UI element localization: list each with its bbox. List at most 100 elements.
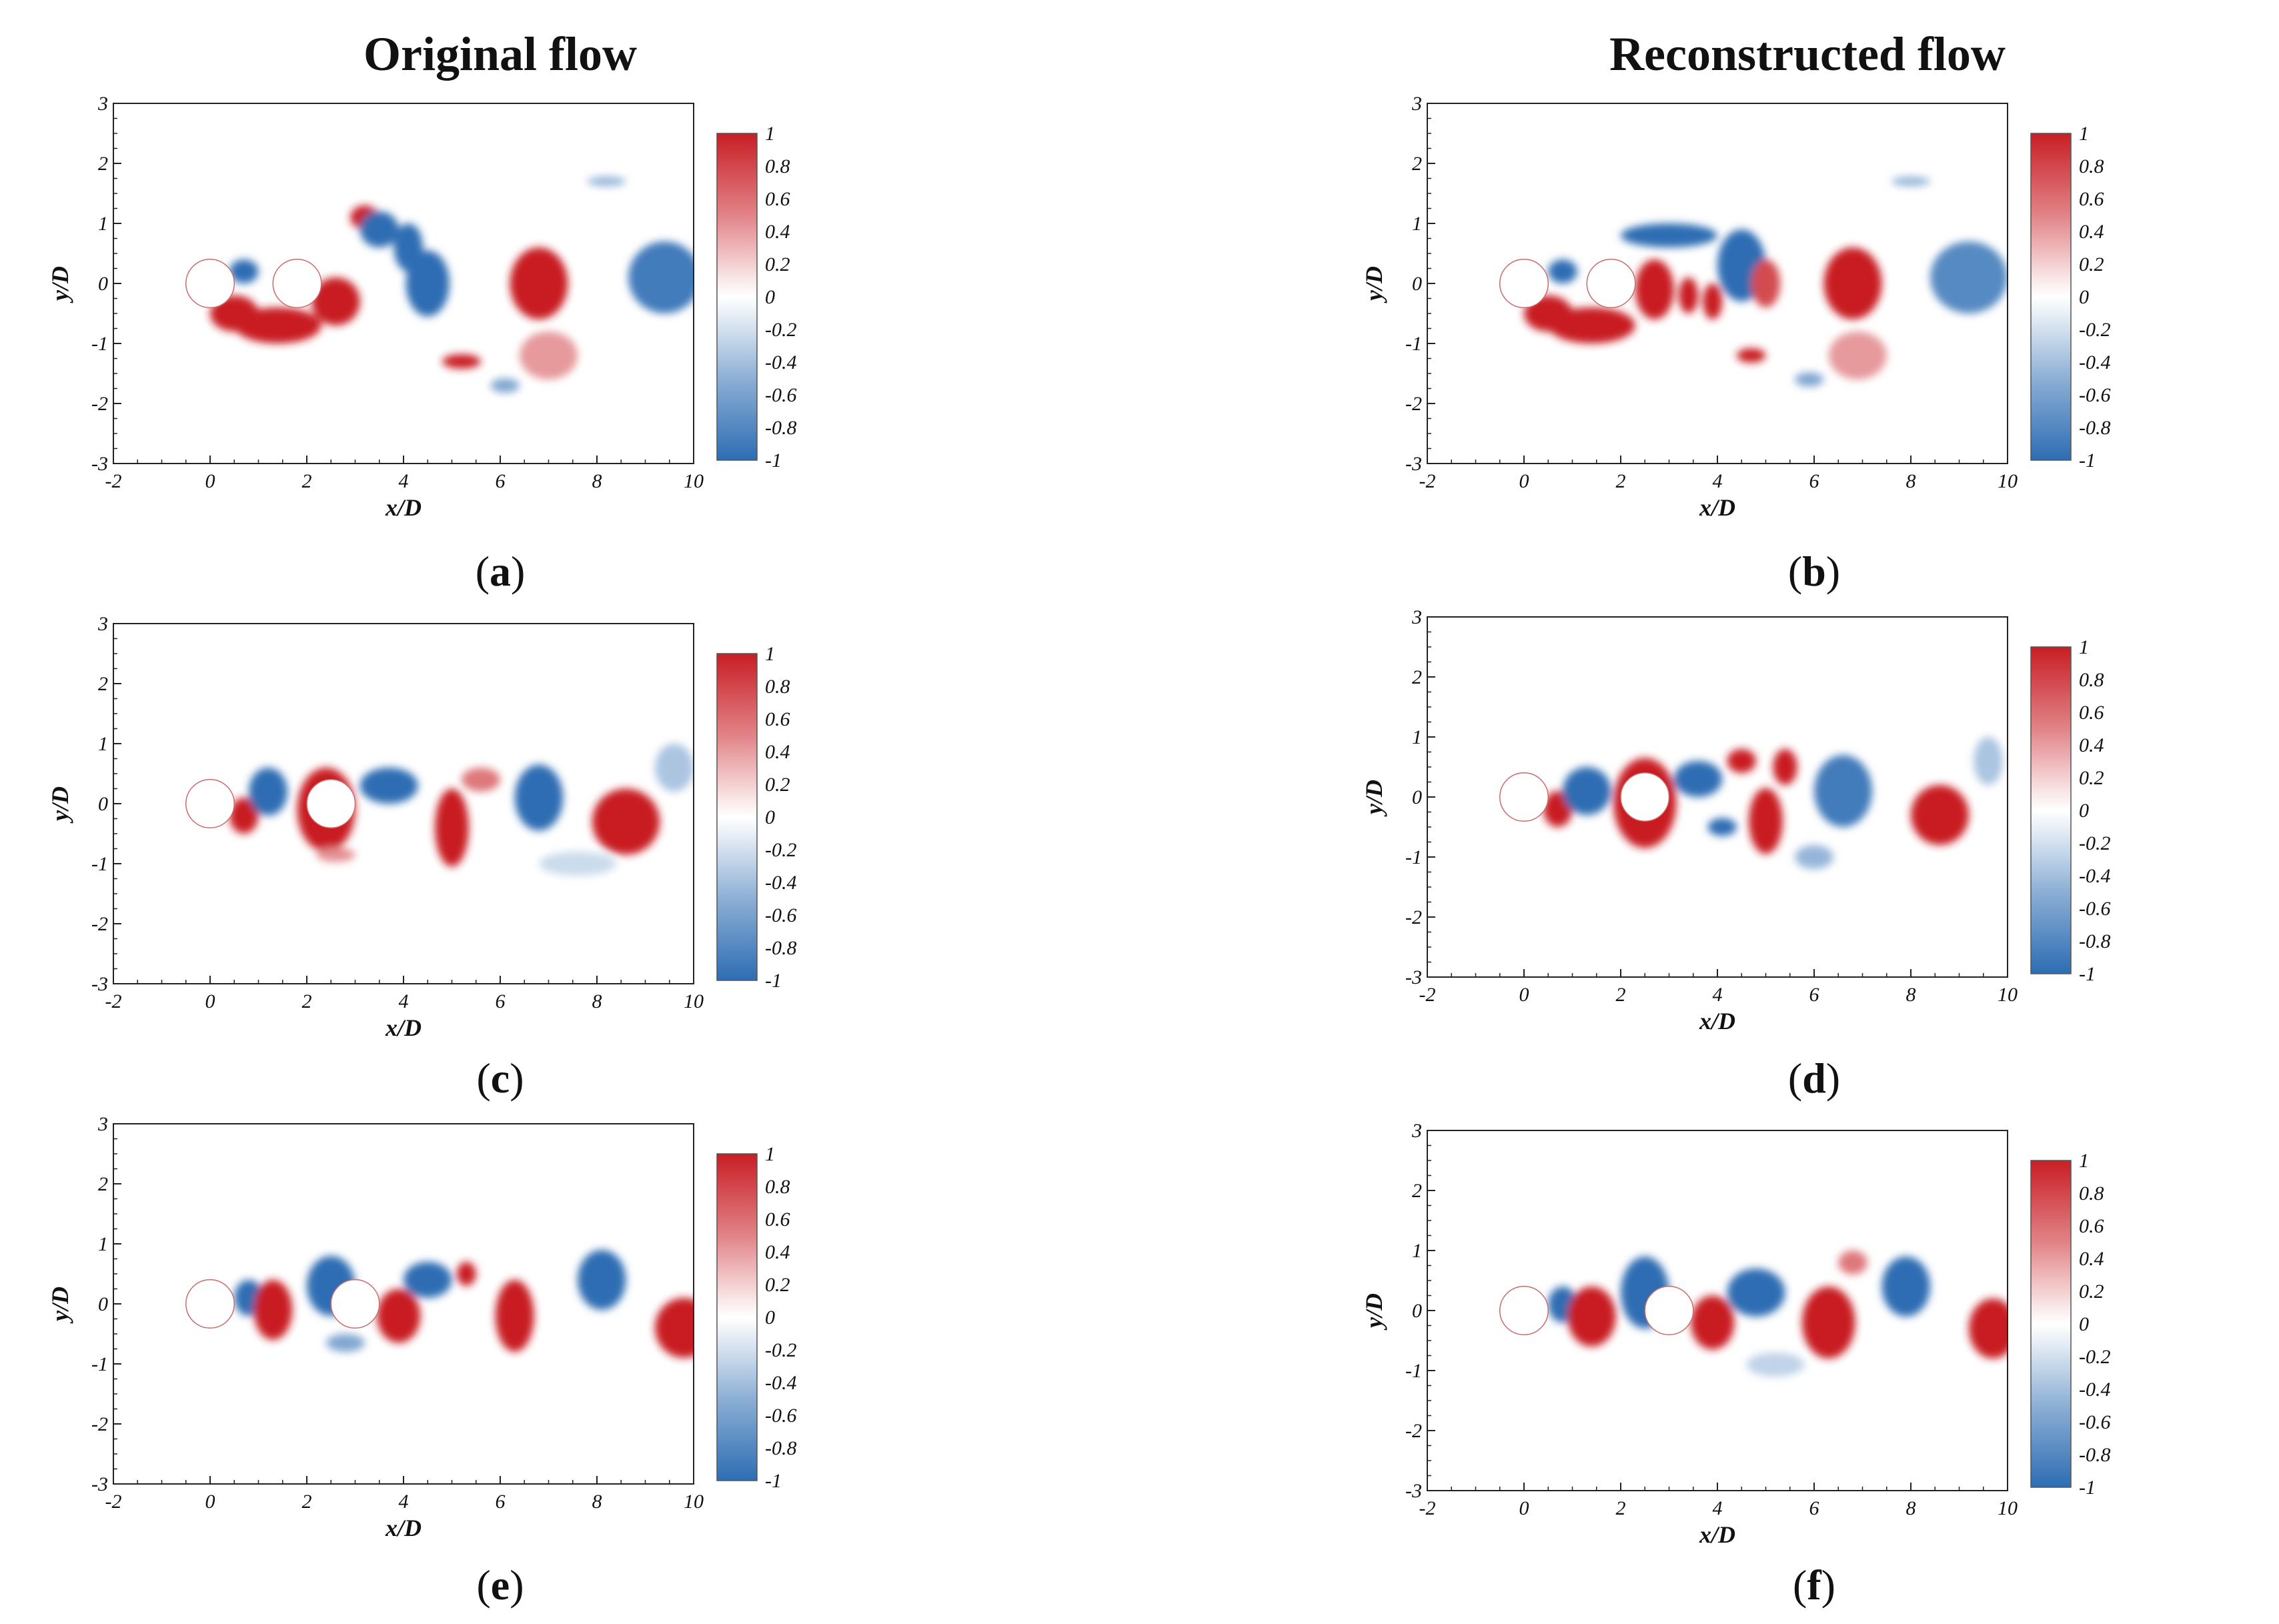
y-tick-label: 2 (1412, 153, 1422, 175)
x-tick-label: 4 (399, 990, 409, 1012)
colorbar-tick-label: -0.4 (2079, 351, 2111, 373)
vortex-negative (1881, 1257, 1930, 1317)
x-tick-label: 8 (1906, 470, 1916, 492)
caption-open: ( (475, 548, 490, 595)
colorbar-tick-label: -0.6 (765, 384, 797, 406)
panel-a: -2 0 2 4 6 8 10 -3 -2 -1 0 1 2 3 x/D y/D 1 0.8 0.6 0.4 0.2 0-… (40, 93, 907, 521)
y-tick-label: 0 (1412, 786, 1422, 808)
x-tick-label: 0 (1519, 984, 1529, 1006)
y-tick-label: 1 (1412, 213, 1422, 235)
vortex-positive (1749, 788, 1783, 854)
panel-caption-d: (d) (1747, 1054, 1881, 1103)
x-tick-label: 2 (1616, 984, 1626, 1006)
colorbar (716, 133, 758, 461)
y-tick-label: 3 (97, 1113, 108, 1135)
y-tick-label: -2 (91, 393, 108, 415)
colorbar-tick-label: 0.4 (765, 221, 790, 243)
colorbar-tick-label: 0.2 (765, 774, 790, 796)
vortex-negative (1814, 755, 1872, 827)
colorbar-tick-label: 0.8 (2079, 669, 2104, 691)
x-tick-label: 8 (1906, 1497, 1916, 1519)
x-tick-label: -2 (1419, 470, 1436, 492)
x-tick-label: 4 (1713, 984, 1723, 1006)
colorbar-tick-label: 0.6 (765, 188, 790, 210)
x-tick-label: 4 (1713, 470, 1723, 492)
vortex-negative (490, 378, 520, 393)
vortex-positive (1823, 247, 1882, 319)
y-tick-label: 2 (98, 153, 108, 175)
y-tick-label: 1 (1412, 1240, 1422, 1262)
colorbar-tick-label: 0.8 (2079, 155, 2104, 177)
caption-letter: e (490, 1561, 510, 1609)
x-tick-label: 8 (592, 1491, 602, 1513)
y-tick-label: 0 (98, 1293, 108, 1315)
colorbar-tick-label: 0.4 (2079, 221, 2104, 243)
caption-close: ) (1821, 1561, 1835, 1609)
colorbar-tick-label: -0.6 (2079, 1411, 2111, 1433)
cylinder (185, 259, 235, 308)
y-tick-label: 2 (1412, 1180, 1422, 1202)
x-axis-label: x/D (1699, 1008, 1735, 1034)
vortex-positive (1727, 749, 1756, 773)
x-tick-label: -2 (105, 1491, 122, 1513)
y-tick-label: 3 (1411, 93, 1422, 115)
x-tick-label: 0 (205, 470, 215, 492)
vortex-positive (1801, 1287, 1855, 1359)
flow-field-chart-f: -2 0 2 4 6 8 10-3-2-10123x/Dy/D10.80.60.40.20-… (1361, 1120, 2111, 1548)
x-tick-label: 10 (684, 470, 704, 492)
y-tick-label: 3 (1411, 1120, 1422, 1142)
x-tick-label: 6 (1809, 984, 1819, 1006)
x-tick-label: 2 (302, 990, 312, 1012)
x-tick-label: 8 (592, 990, 602, 1012)
colorbar-tick-label: -0.4 (765, 872, 797, 894)
colorbar-tick-label: -0.2 (2079, 832, 2111, 854)
panel-caption-e: (e) (434, 1561, 567, 1610)
y-axis-label: y/D (47, 1287, 73, 1324)
x-tick-label: 2 (1616, 470, 1626, 492)
colorbar-tick-label: 1 (765, 1143, 775, 1165)
vortex-negative (1727, 1269, 1785, 1317)
colorbar-tick-label: 0 (765, 286, 775, 308)
y-tick-label: 0 (98, 793, 108, 815)
panel-caption-a: (a) (434, 547, 567, 596)
vortex-positive (1751, 259, 1781, 307)
x-tick-label: 6 (496, 990, 506, 1012)
cylinder (1620, 772, 1670, 822)
vortex-negative (1930, 241, 2008, 313)
colorbar-tick-label: 1 (765, 643, 775, 665)
vortex-positive (520, 331, 578, 379)
caption-close: ) (510, 1561, 524, 1609)
colorbar-tick-label: 0.8 (765, 155, 790, 177)
y-tick-label: -1 (91, 853, 108, 875)
cylinder (272, 259, 322, 308)
colorbar-tick-label: -0.8 (2079, 1444, 2111, 1466)
panel-caption-c: (c) (434, 1054, 567, 1103)
colorbar-tick-label: -1 (765, 450, 782, 472)
x-axis-label: x/D (1699, 1521, 1735, 1548)
y-tick-label: -3 (1405, 1480, 1422, 1502)
vortex-positive (316, 847, 355, 862)
vorticity-field (1499, 1251, 2008, 1377)
y-tick-label: -2 (1405, 393, 1422, 415)
colorbar-tick-label: 0.4 (765, 1241, 790, 1263)
x-tick-label: 6 (496, 1491, 506, 1513)
cylinder (1586, 259, 1636, 308)
colorbar (2030, 1160, 2072, 1488)
vortex-positive (456, 1262, 476, 1286)
y-tick-label: 2 (1412, 666, 1422, 688)
y-tick-label: -2 (1405, 906, 1422, 928)
vortex-positive (1773, 749, 1797, 785)
vortex-negative (514, 764, 564, 831)
colorbar-tick-label: 1 (765, 123, 775, 145)
panel-e: -2 0 2 4 6 8 10 -3 -2 -1 0 1 2 3 x/D y/D 1 0.8 0.6 0.4 0.2 0-… (40, 1113, 907, 1541)
cylinder (330, 1279, 380, 1329)
cylinder (1644, 1286, 1694, 1335)
colorbar-tick-label: 0 (2079, 286, 2089, 308)
x-axis-label: x/D (1699, 494, 1735, 521)
x-tick-label: 10 (1998, 470, 2018, 492)
colorbar-tick-label: -0.2 (2079, 1346, 2111, 1368)
x-tick-label: 2 (302, 470, 312, 492)
y-tick-label: 1 (98, 213, 108, 235)
vortex-negative (539, 852, 616, 876)
x-tick-label: -2 (1419, 984, 1436, 1006)
